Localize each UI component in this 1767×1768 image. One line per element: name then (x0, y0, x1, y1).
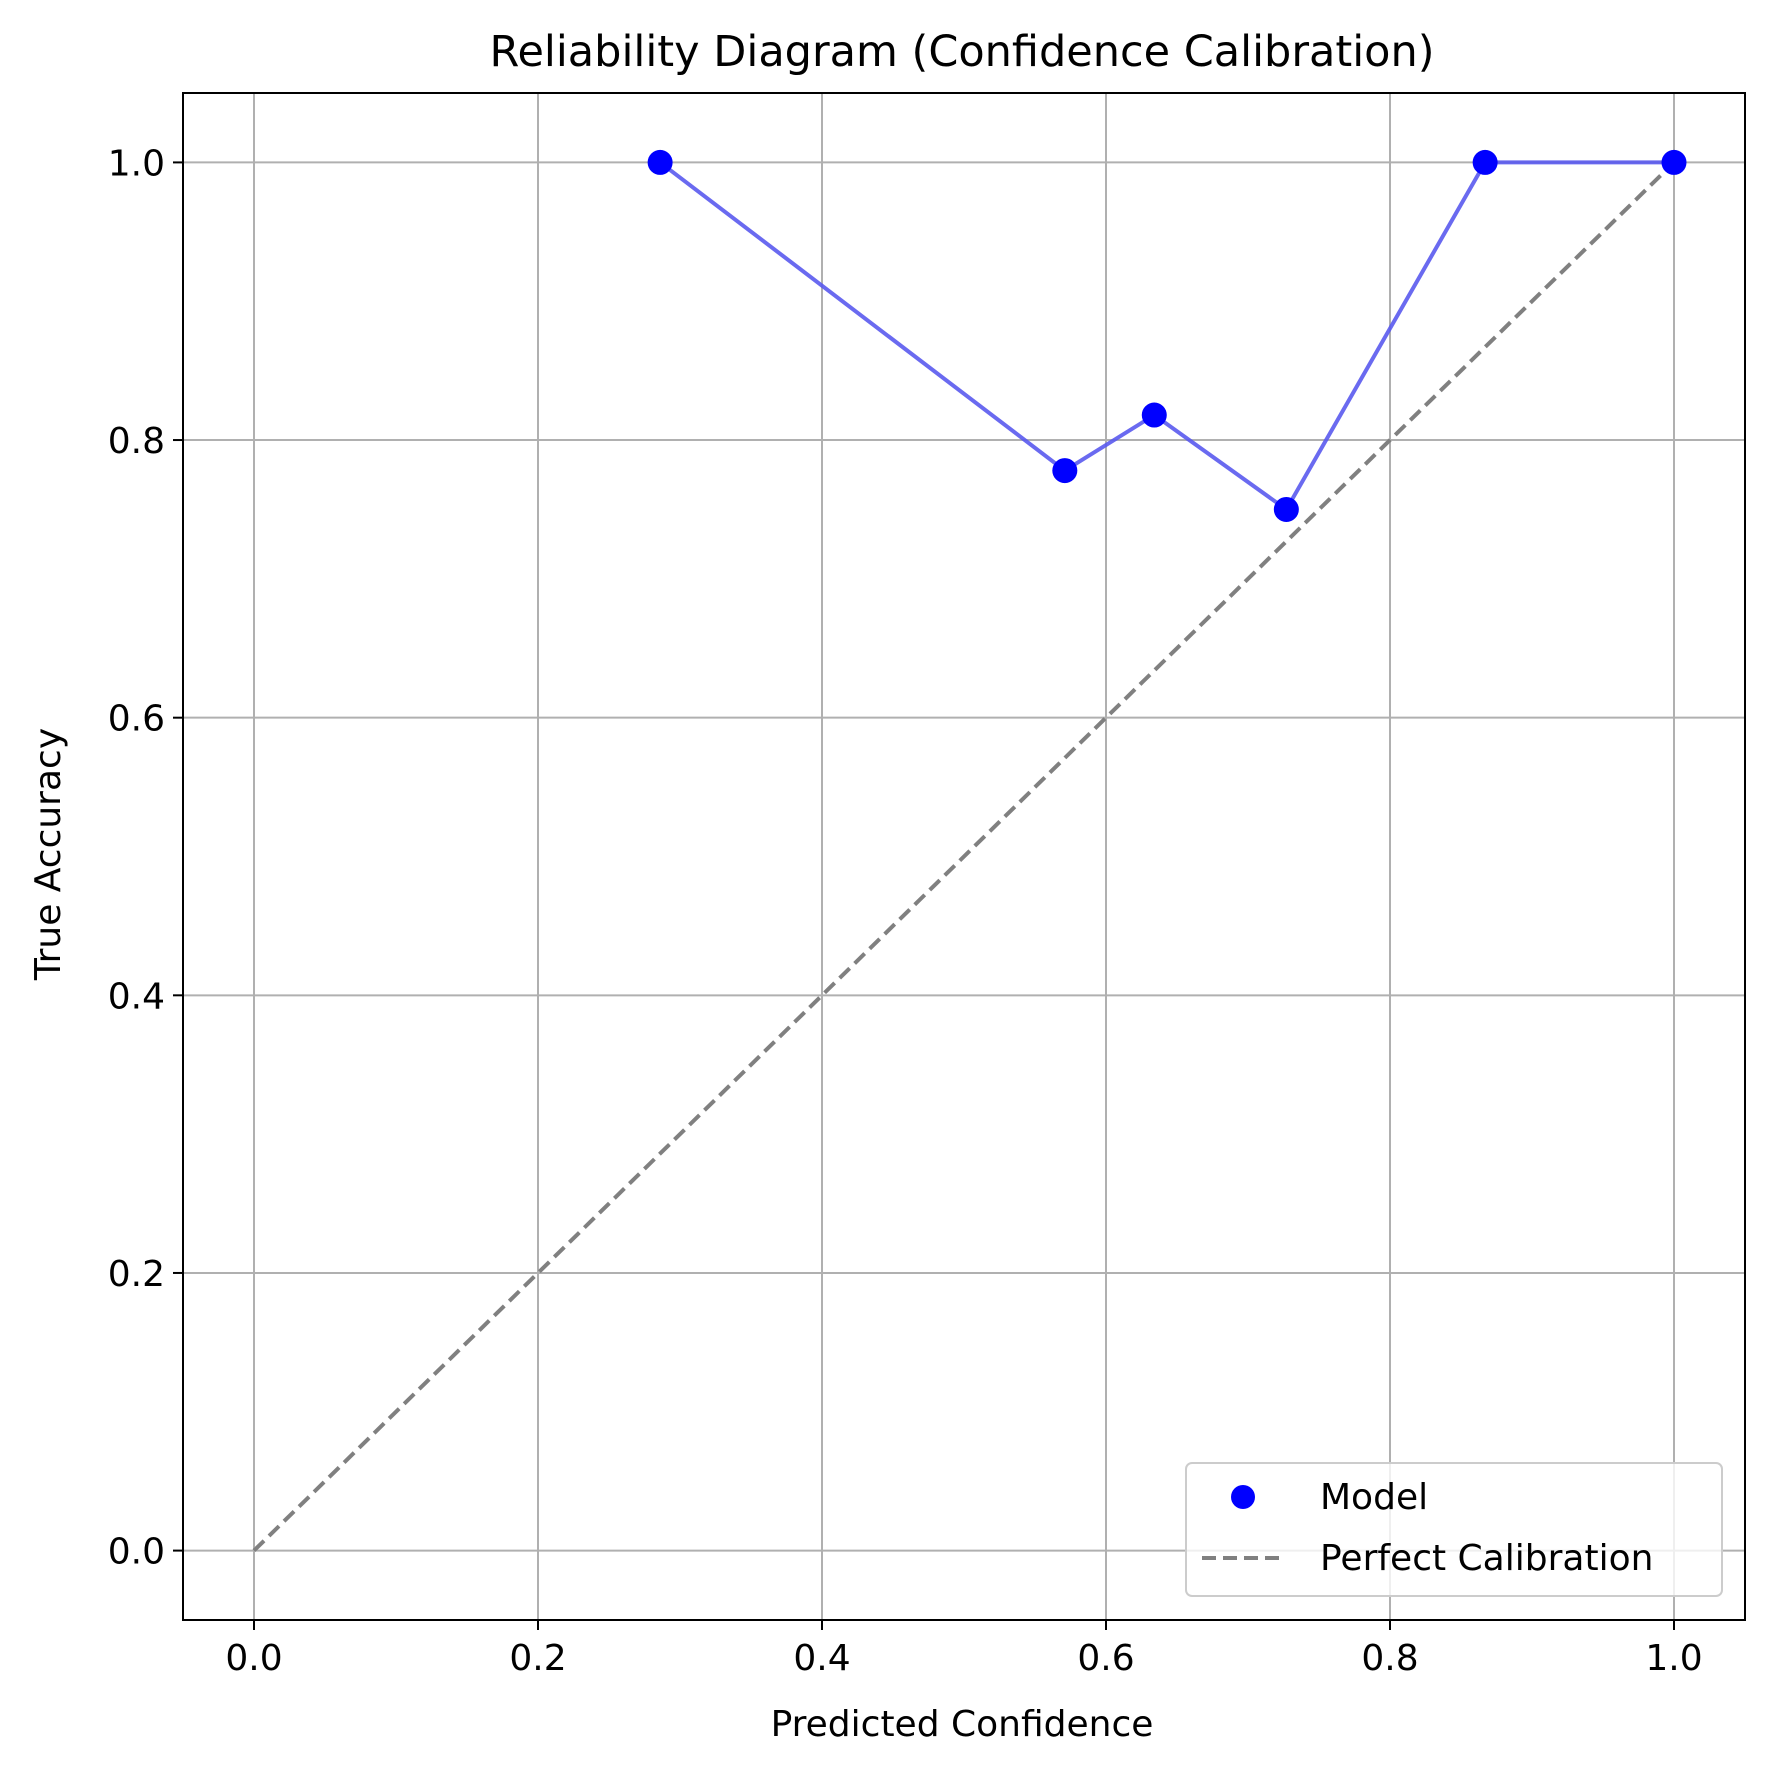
y-axis-ticks: 0.0 0.2 0.4 0.6 0.8 1.0 (108, 143, 183, 1573)
legend-model-label: Model (1320, 1477, 1428, 1518)
legend: Model Perfect Calibration (1185, 1462, 1723, 1597)
y-axis-label: True Accuracy (28, 728, 69, 981)
x-axis-label: Predicted Confidence (771, 1704, 1154, 1745)
model-point (1661, 149, 1687, 175)
y-tick-label: 0.0 (108, 1532, 165, 1573)
perfect-calibration-line (252, 160, 1676, 1553)
x-tick-label: 0.6 (1077, 1638, 1134, 1679)
plot-frame (182, 92, 1746, 1621)
legend-model-marker (1231, 1485, 1255, 1509)
x-axis-ticks: 0.0 0.2 0.4 0.6 0.8 1.0 (225, 1620, 1703, 1679)
y-tick-label: 0.2 (108, 1254, 165, 1295)
y-tick-label: 0.6 (108, 699, 165, 740)
y-tick-label: 0.8 (108, 421, 165, 462)
model-series-layer (647, 149, 1687, 522)
model-point (1141, 402, 1167, 428)
x-tick-label: 0.8 (1361, 1638, 1418, 1679)
x-tick-label: 0.4 (793, 1638, 850, 1679)
legend-box (1185, 1462, 1723, 1597)
model-point (1273, 496, 1299, 522)
y-tick-label: 1.0 (108, 143, 165, 184)
grid-lines (183, 93, 1745, 1620)
perfect-calibration-layer (252, 160, 1676, 1553)
chart-title: Reliability Diagram (Confidence Calibrat… (490, 27, 1435, 77)
legend-perfect-calibration-label: Perfect Calibration (1320, 1538, 1653, 1579)
x-tick-label: 0.2 (509, 1638, 566, 1679)
x-tick-label: 1.0 (1645, 1638, 1702, 1679)
model-point (1472, 149, 1498, 175)
y-tick-label: 0.4 (108, 976, 165, 1017)
model-point (647, 149, 673, 175)
x-tick-label: 0.0 (225, 1638, 282, 1679)
model-line (658, 160, 1674, 513)
model-point (1052, 458, 1078, 484)
